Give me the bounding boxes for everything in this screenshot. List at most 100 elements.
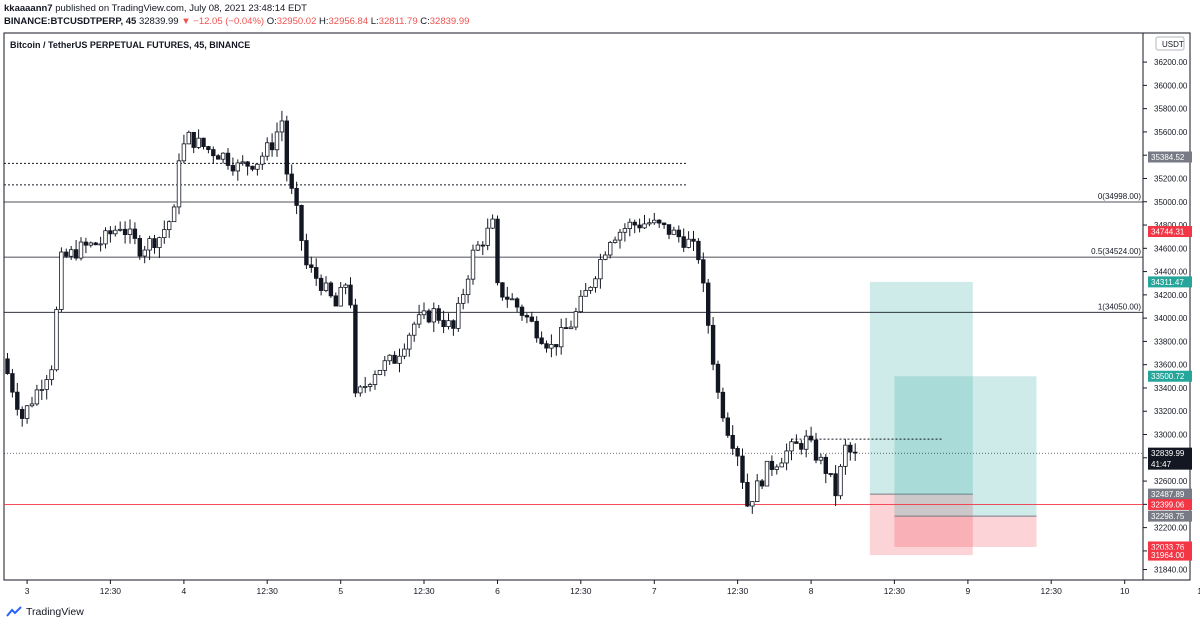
candle-body[interactable] <box>103 230 108 245</box>
candle-body[interactable] <box>509 298 515 301</box>
candle-body[interactable] <box>838 465 843 497</box>
candle-body[interactable] <box>206 146 211 150</box>
candle-body[interactable] <box>652 219 657 224</box>
candle-body[interactable] <box>544 343 549 349</box>
candle-body[interactable] <box>720 391 726 419</box>
candle-body[interactable] <box>402 348 407 357</box>
candle-body[interactable] <box>534 320 539 339</box>
candle-body[interactable] <box>392 354 397 364</box>
candle-body[interactable] <box>279 120 285 133</box>
author-name[interactable]: kkaaaann7 <box>4 3 53 14</box>
candle-body[interactable] <box>828 473 833 475</box>
candle-body[interactable] <box>769 460 775 470</box>
candle-body[interactable] <box>269 142 275 151</box>
candle-body[interactable] <box>309 264 314 268</box>
candle-body[interactable] <box>5 358 10 374</box>
candle-body[interactable] <box>39 389 44 391</box>
candle-body[interactable] <box>451 320 456 329</box>
candle-body[interactable] <box>480 244 485 247</box>
candle-body[interactable] <box>470 249 476 280</box>
candle-body[interactable] <box>348 284 353 306</box>
candle-body[interactable] <box>78 241 84 259</box>
candle-body[interactable] <box>372 374 378 385</box>
candle-body[interactable] <box>377 369 383 375</box>
candle-body[interactable] <box>127 228 133 235</box>
candle-body[interactable] <box>152 238 157 249</box>
candle-body[interactable] <box>598 259 603 280</box>
candle-body[interactable] <box>441 319 446 327</box>
candle-body[interactable] <box>804 435 809 450</box>
candle-body[interactable] <box>843 444 848 467</box>
candle-body[interactable] <box>750 501 755 507</box>
candle-body[interactable] <box>632 221 637 226</box>
candle-body[interactable] <box>304 240 309 266</box>
candle-body[interactable] <box>59 251 64 310</box>
candle-body[interactable] <box>603 254 608 260</box>
candle-body[interactable] <box>475 244 481 251</box>
candle-body[interactable] <box>710 324 716 365</box>
candle-body[interactable] <box>411 323 417 336</box>
candle-body[interactable] <box>69 249 74 257</box>
candle-body[interactable] <box>196 137 201 148</box>
candle-body[interactable] <box>779 462 784 468</box>
candle-body[interactable] <box>583 290 588 297</box>
candle-body[interactable] <box>343 284 348 288</box>
currency-badge[interactable] <box>1155 36 1185 51</box>
candle-body[interactable] <box>784 450 789 464</box>
candle-body[interactable] <box>436 308 441 321</box>
candle-body[interactable] <box>833 473 838 497</box>
candle-body[interactable] <box>93 242 98 246</box>
candle-body[interactable] <box>289 173 294 189</box>
candle-body[interactable] <box>759 480 765 487</box>
candle-body[interactable] <box>260 155 265 165</box>
candle-body[interactable] <box>264 142 270 157</box>
candle-body[interactable] <box>853 451 858 454</box>
candle-body[interactable] <box>514 298 520 308</box>
candle-body[interactable] <box>245 161 250 167</box>
candle-body[interactable] <box>588 286 593 291</box>
candle-body[interactable] <box>118 228 123 231</box>
candle-body[interactable] <box>113 229 118 235</box>
candle-body[interactable] <box>568 326 574 330</box>
position-loss-zone[interactable] <box>894 516 1037 547</box>
candle-body[interactable] <box>485 227 490 246</box>
candle-body[interactable] <box>642 223 647 229</box>
candle-body[interactable] <box>367 384 373 387</box>
candle-body[interactable] <box>24 405 30 419</box>
candle-body[interactable] <box>524 315 530 318</box>
candle-body[interactable] <box>696 240 701 261</box>
candle-body[interactable] <box>612 239 618 243</box>
candle-body[interactable] <box>353 304 358 394</box>
candle-body[interactable] <box>735 448 740 457</box>
candle-body[interactable] <box>19 408 25 419</box>
candle-body[interactable] <box>465 278 471 296</box>
candle-body[interactable] <box>142 249 147 257</box>
candle-body[interactable] <box>617 231 623 241</box>
candle-body[interactable] <box>29 403 35 407</box>
candle-body[interactable] <box>686 238 691 248</box>
candle-body[interactable] <box>725 417 730 436</box>
candle-body[interactable] <box>573 311 579 328</box>
candle-body[interactable] <box>676 229 681 238</box>
candle-body[interactable] <box>764 460 770 487</box>
candle-body[interactable] <box>774 466 779 470</box>
candle-body[interactable] <box>358 386 363 394</box>
candle-body[interactable] <box>220 152 226 160</box>
candle-body[interactable] <box>73 249 79 259</box>
candle-body[interactable] <box>147 238 152 251</box>
candle-body[interactable] <box>647 222 652 225</box>
candle-body[interactable] <box>706 282 711 326</box>
candle-body[interactable] <box>240 161 245 164</box>
candle-body[interactable] <box>794 441 799 444</box>
candle-body[interactable] <box>657 219 662 224</box>
candle-body[interactable] <box>671 229 677 235</box>
candle-body[interactable] <box>176 160 182 208</box>
candle-body[interactable] <box>529 316 534 322</box>
candle-body[interactable] <box>397 355 402 364</box>
candle-body[interactable] <box>622 228 628 233</box>
candle-body[interactable] <box>215 155 221 160</box>
candle-body[interactable] <box>578 295 583 313</box>
candle-body[interactable] <box>318 277 324 291</box>
candle-body[interactable] <box>539 337 544 345</box>
candle-body[interactable] <box>421 310 427 316</box>
